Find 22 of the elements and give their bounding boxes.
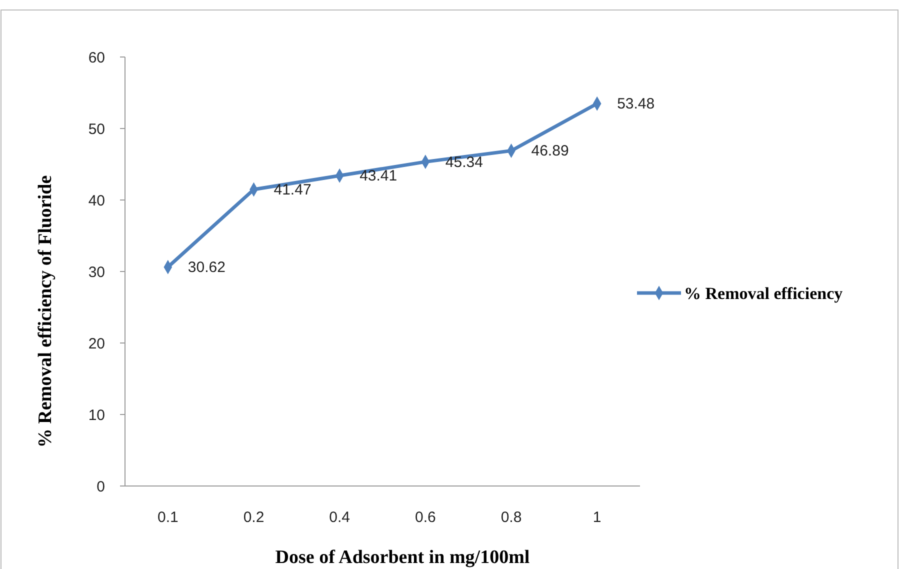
x-tick-label: 0.6: [414, 509, 436, 526]
y-tick-label: 50: [88, 120, 105, 138]
y-tick-label: 40: [88, 192, 105, 210]
data-label: 30.62: [188, 259, 226, 276]
data-label: 41.47: [274, 181, 312, 198]
y-tick-label: 20: [88, 335, 105, 352]
data-label: 53.48: [617, 96, 655, 113]
y-tick-label: 0: [96, 478, 105, 496]
x-axis-title: Dose of Adsorbent in mg/100ml: [275, 547, 530, 568]
data-label: 46.89: [531, 142, 569, 160]
x-tick-label: 0.4: [329, 509, 350, 526]
x-tick-label: 0.8: [500, 509, 522, 526]
y-tick-label: 10: [88, 406, 105, 424]
y-tick-label: 60: [88, 49, 105, 66]
x-tick-label: 1: [592, 509, 602, 526]
y-axis-title: % Removal efficiency of Fluoride: [35, 175, 56, 448]
x-tick-label: 0.2: [243, 509, 264, 526]
data-label: 45.34: [445, 154, 483, 171]
legend-label: % Removal efficiency: [684, 284, 844, 303]
data-label: 43.41: [360, 168, 398, 185]
x-tick-label: 0.1: [157, 509, 178, 526]
y-tick-label: 30: [88, 264, 105, 281]
